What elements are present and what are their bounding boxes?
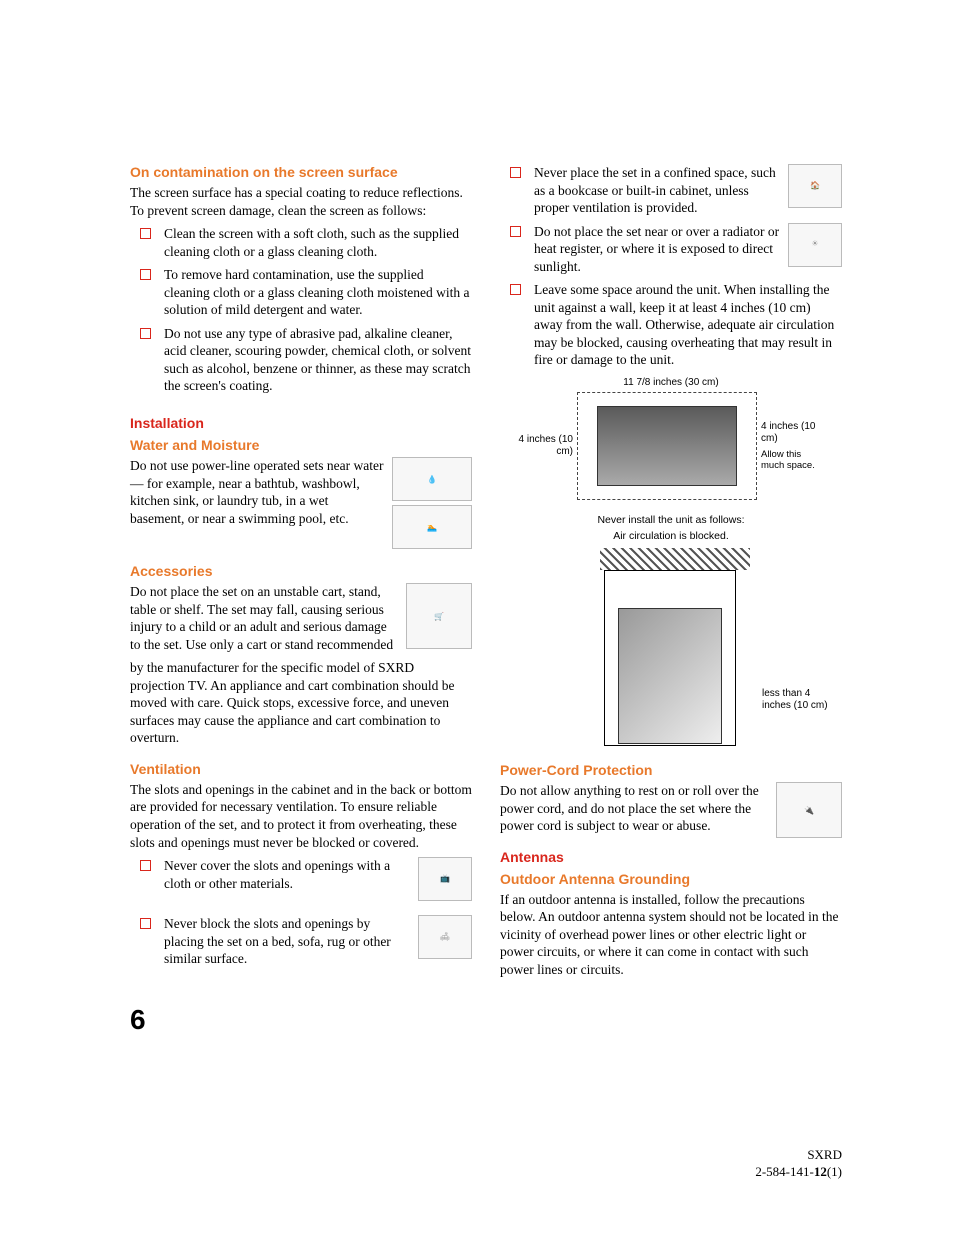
clearance-top-label: 11 7/8 inches (30 cm)	[500, 377, 842, 388]
heading-water: Water and Moisture	[130, 437, 472, 453]
power-cord-icon: 🔌	[776, 782, 842, 838]
diagram-clearance: 11 7/8 inches (30 cm) 4 inches (10 cm) 4…	[500, 377, 842, 500]
cover-icon: 📺	[418, 857, 472, 901]
li-text: Never block the slots and openings by pl…	[164, 915, 410, 968]
clearance-left-label: 4 inches (10 cm)	[517, 434, 573, 458]
list-item: Do not use any type of abrasive pad, alk…	[130, 325, 472, 395]
tv-icon	[597, 406, 737, 486]
air-blocked-label: Air circulation is blocked.	[500, 530, 842, 542]
never-install-label: Never install the unit as follows:	[500, 514, 842, 526]
pool-icon: 🏊	[392, 505, 472, 549]
radiator-icon: ☀	[788, 223, 842, 267]
left-column: On contamination on the screen surface T…	[130, 164, 472, 1036]
page-number: 6	[130, 1004, 472, 1036]
power-cord-block: Do not allow anything to rest on or roll…	[500, 782, 842, 841]
list-item: Clean the screen with a soft cloth, such…	[130, 225, 472, 260]
clearance-box	[577, 392, 757, 500]
para-power-cord: Do not allow anything to rest on or roll…	[500, 782, 768, 835]
footer-suffix: (1)	[827, 1164, 842, 1179]
diagram-blocked: less than 4 inches (10 cm)	[586, 548, 756, 748]
heading-outdoor-antenna: Outdoor Antenna Grounding	[500, 871, 842, 887]
water-icon: 💧	[392, 457, 472, 501]
clearance-right-label: 4 inches (10 cm)	[761, 421, 817, 445]
list-item: Never cover the slots and openings with …	[130, 857, 472, 901]
para-water: Do not use power-line operated sets near…	[130, 457, 384, 527]
heading-ventilation: Ventilation	[130, 761, 472, 777]
list-item: Leave some space around the unit. When i…	[500, 281, 842, 369]
clearance-allow-label: Allow this much space.	[761, 449, 825, 471]
list-cleaning: Clean the screen with a soft cloth, such…	[130, 225, 472, 395]
heading-antennas: Antennas	[500, 849, 842, 865]
diagram-blocked-wrap: less than 4 inches (10 cm)	[541, 548, 801, 748]
bookcase-icon: 🏠	[788, 164, 842, 208]
list-ventilation: Never cover the slots and openings with …	[130, 857, 472, 968]
figure-water-icons: 💧 🏊	[392, 457, 472, 549]
heading-power-cord: Power-Cord Protection	[500, 762, 842, 778]
list-placement: Never place the set in a confined space,…	[500, 164, 842, 369]
blocked-distance-label: less than 4 inches (10 cm)	[762, 688, 832, 712]
water-block: Do not use power-line operated sets near…	[130, 457, 472, 549]
sofa-icon: 🛋	[418, 915, 472, 959]
page-columns: On contamination on the screen surface T…	[130, 164, 842, 1036]
heading-accessories: Accessories	[130, 563, 472, 579]
tv-silhouette	[618, 608, 722, 744]
heading-contamination: On contamination on the screen surface	[130, 164, 472, 180]
footer-partno: 2-584-141-	[755, 1164, 814, 1179]
wall-hatch	[600, 548, 750, 570]
para-outdoor-antenna: If an outdoor antenna is installed, foll…	[500, 891, 842, 979]
para-contamination: The screen surface has a special coating…	[130, 184, 472, 219]
li-text: Never place the set in a confined space,…	[534, 164, 780, 217]
accessories-block: Do not place the set on an unstable cart…	[130, 583, 472, 659]
heading-installation: Installation	[130, 415, 472, 431]
list-item: Never place the set in a confined space,…	[500, 164, 842, 217]
footer-rev: 12	[814, 1164, 827, 1179]
li-text: Never cover the slots and openings with …	[164, 857, 410, 892]
footer-model: SXRD	[807, 1147, 842, 1162]
list-item: Do not place the set near or over a radi…	[500, 223, 842, 276]
list-item: To remove hard contamination, use the su…	[130, 266, 472, 319]
footer-docid: SXRD 2-584-141-12(1)	[755, 1147, 842, 1181]
cart-icon: 🛒	[406, 583, 472, 649]
para-accessories-b: by the manufacturer for the specific mod…	[130, 659, 472, 747]
para-accessories-a: Do not place the set on an unstable cart…	[130, 583, 398, 653]
para-ventilation: The slots and openings in the cabinet an…	[130, 781, 472, 851]
list-item: Never block the slots and openings by pl…	[130, 915, 472, 968]
li-text: Do not place the set near or over a radi…	[534, 223, 780, 276]
right-column: Never place the set in a confined space,…	[500, 164, 842, 1036]
